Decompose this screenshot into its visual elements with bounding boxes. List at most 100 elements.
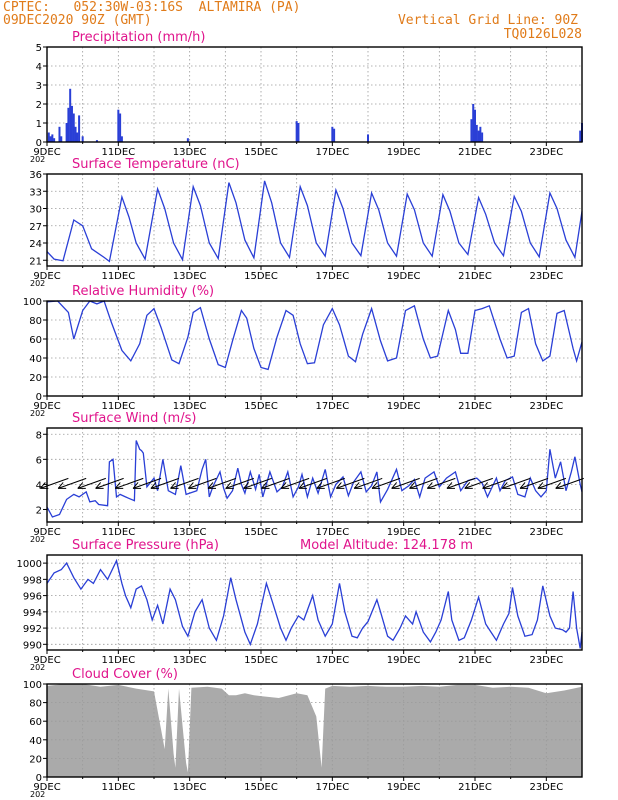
- x-year-fragment: 202: [30, 663, 45, 672]
- wind-arrow-head: [114, 482, 124, 489]
- precip-bar: [120, 136, 123, 142]
- wind-arrow-head: [335, 482, 345, 489]
- y-tick-label: 6: [36, 455, 42, 466]
- x-tick-label: 9DEC: [33, 527, 60, 538]
- cloud-cover-area: [47, 684, 582, 777]
- y-tick-label: 21: [29, 256, 42, 267]
- precip-bar: [60, 136, 63, 142]
- x-tick-label: 11DEC: [101, 147, 135, 158]
- x-tick-label: 13DEC: [173, 527, 207, 538]
- wind-arrow: [207, 477, 237, 489]
- wind-arrow-head: [353, 482, 363, 489]
- precip-bar: [76, 132, 79, 142]
- precip-bar: [69, 88, 72, 142]
- panel-wind: [39, 427, 584, 526]
- plot-frame: [46, 683, 583, 778]
- precip-bar: [470, 119, 473, 142]
- y-tick-label: 2: [36, 505, 42, 516]
- wind-arrow: [371, 477, 401, 489]
- x-tick-label: 15DEC: [244, 527, 278, 538]
- x-tick-label: 13DEC: [173, 401, 207, 412]
- wind-arrow-head: [280, 482, 290, 489]
- x-tick-label: 19DEC: [387, 271, 421, 282]
- precip-bar: [297, 123, 300, 142]
- precip-bar: [186, 138, 189, 142]
- wind-arrow: [280, 477, 310, 489]
- y-tick-label: 996: [23, 592, 42, 603]
- wind-arrow: [225, 477, 254, 489]
- precip-bar: [74, 126, 77, 142]
- wind-arrow: [150, 477, 180, 489]
- precip-bar: [47, 132, 50, 142]
- y-tick-label: 24: [29, 239, 42, 250]
- plot-area: [47, 428, 582, 522]
- precip-bar: [472, 104, 475, 142]
- series-line-wind: [46, 440, 583, 518]
- y-tick-label: 4: [36, 62, 42, 73]
- x-tick-label: 15DEC: [244, 655, 278, 666]
- wind-arrow-head: [371, 482, 381, 489]
- model-altitude-label: Model Altitude: 124.178 m: [300, 538, 473, 553]
- x-tick-label: 21DEC: [458, 401, 492, 412]
- panel-title-wind: Surface Wind (m/s): [72, 411, 196, 426]
- y-tick-label: 5: [36, 43, 42, 54]
- y-tick-label: 3: [36, 81, 42, 92]
- wind-arrow-head: [170, 482, 179, 489]
- precip-bar: [58, 126, 61, 142]
- wind-arrow-head: [501, 482, 511, 489]
- wind-arrow-head: [207, 482, 216, 489]
- y-tick-label: 60: [29, 335, 42, 346]
- x-year-fragment: 202: [30, 279, 45, 288]
- y-tick-label: 40: [29, 354, 42, 365]
- plot-frame: [46, 46, 583, 143]
- x-tick-label: 9DEC: [33, 147, 60, 158]
- wind-arrow-head: [537, 482, 546, 489]
- y-tick-label: 1000: [17, 559, 42, 570]
- x-tick-label: 15DEC: [244, 147, 278, 158]
- x-tick-label: 17DEC: [315, 147, 349, 158]
- wind-arrow-head: [464, 482, 473, 489]
- x-year-fragment: 202: [30, 409, 45, 418]
- y-tick-label: 0: [36, 138, 42, 149]
- y-tick-label: 80: [29, 699, 42, 710]
- x-tick-label: 21DEC: [458, 527, 492, 538]
- wind-arrow: [502, 477, 531, 489]
- header-location: CPTEC: 052:30W-03:16S ALTAMIRA (PA): [3, 0, 301, 15]
- x-tick-label: 9DEC: [33, 782, 60, 793]
- precip-bar: [67, 107, 70, 142]
- header-grid-line: Vertical Grid Line: 90Z: [397, 13, 578, 28]
- x-tick-label: 11DEC: [101, 655, 135, 666]
- wind-arrow: [115, 477, 144, 489]
- x-tick-label: 11DEC: [101, 782, 135, 793]
- plot-frame: [46, 300, 583, 397]
- wind-arrow: [464, 477, 493, 489]
- series-line-humidity: [46, 300, 583, 371]
- x-tick-label: 17DEC: [315, 401, 349, 412]
- x-tick-label: 13DEC: [173, 271, 207, 282]
- precip-bar: [49, 136, 52, 142]
- x-tick-label: 11DEC: [101, 271, 135, 282]
- precip-bar: [579, 130, 582, 142]
- wind-arrow: [188, 477, 217, 489]
- wind-arrow: [482, 477, 511, 489]
- wind-arrow: [537, 477, 567, 489]
- wind-arrow: [519, 477, 549, 489]
- precip-bar: [53, 138, 56, 142]
- x-tick-label: 23DEC: [529, 782, 563, 793]
- precip-bar: [475, 124, 478, 142]
- precip-bar: [481, 132, 484, 142]
- x-tick-label: 11DEC: [101, 527, 135, 538]
- wind-arrow-head: [409, 482, 418, 489]
- precip-bar: [95, 140, 98, 142]
- series-line-temperature: [46, 180, 583, 263]
- wind-arrow: [58, 477, 87, 489]
- y-tick-label: 27: [29, 222, 42, 233]
- x-tick-label: 19DEC: [387, 527, 421, 538]
- x-tick-label: 19DEC: [387, 782, 421, 793]
- y-tick-label: 2: [36, 100, 42, 111]
- plot-area: [47, 174, 582, 266]
- x-tick-label: 23DEC: [529, 655, 563, 666]
- wind-arrow: [409, 477, 438, 489]
- wind-arrow-head: [519, 482, 529, 489]
